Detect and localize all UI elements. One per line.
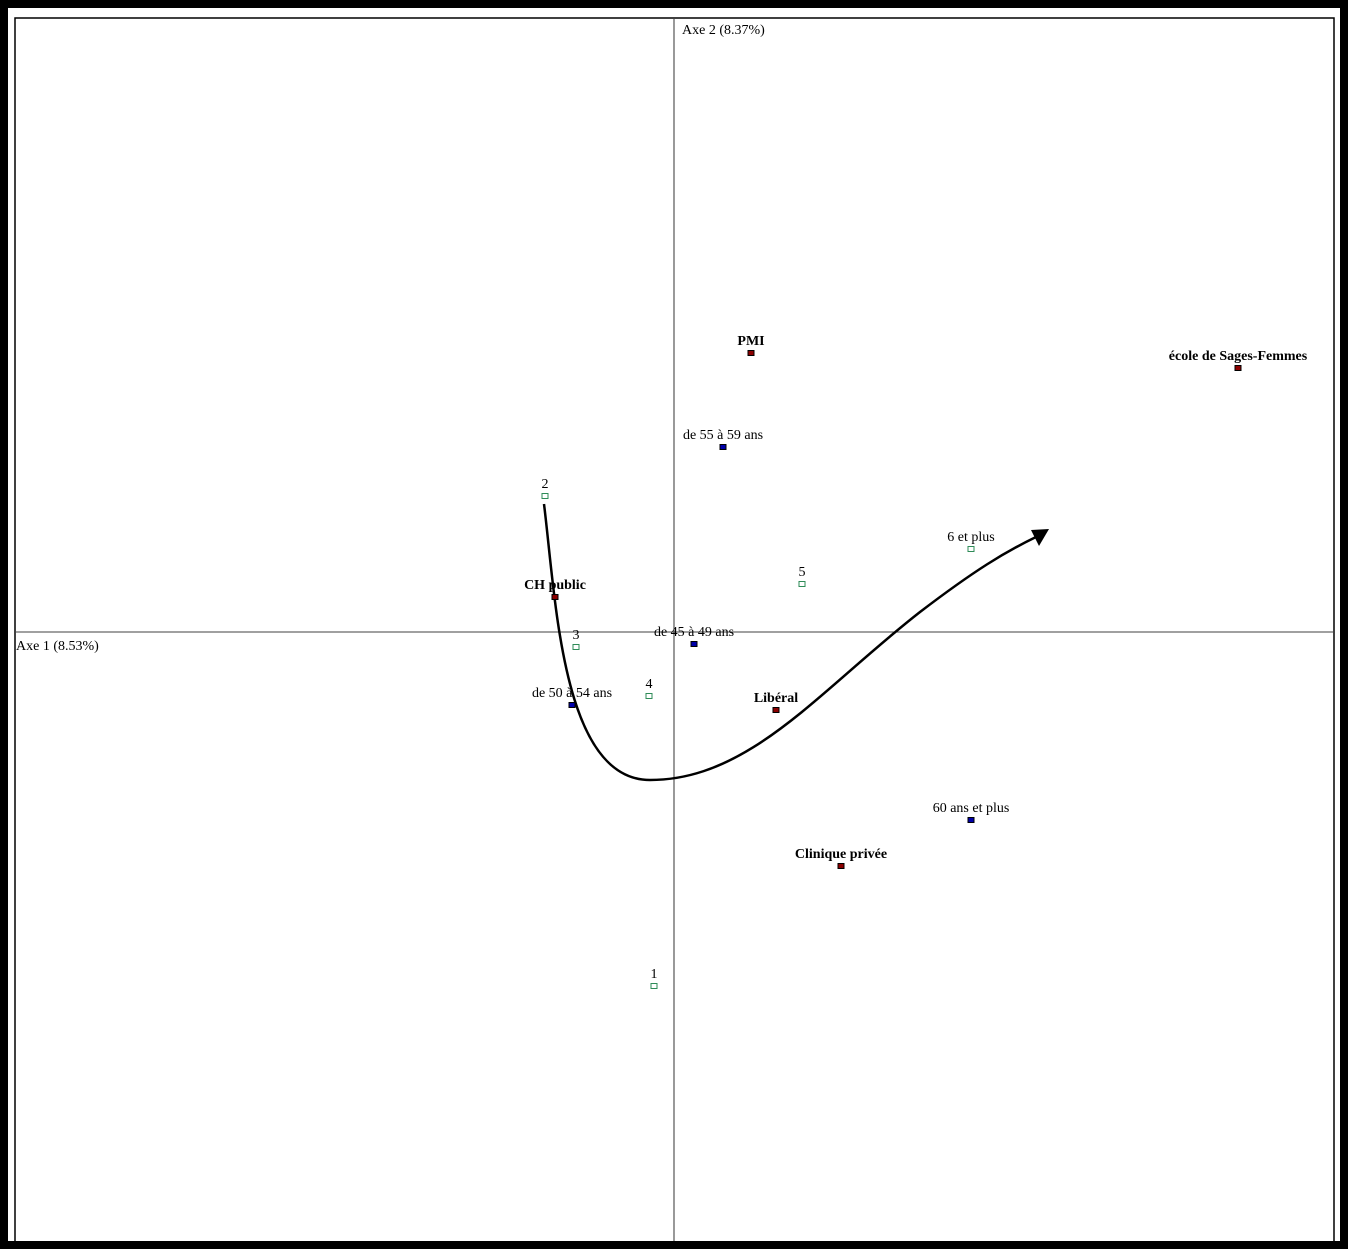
point [719, 444, 727, 450]
point-label: Clinique privée [795, 847, 887, 862]
point-label: PMI [737, 334, 764, 349]
point-label: 6 et plus [947, 530, 994, 545]
point-label: de 50 à 54 ans [532, 686, 612, 701]
point-label: 3 [573, 628, 580, 643]
plot-frame [14, 17, 1335, 1246]
point [967, 817, 975, 823]
trend-arrow [542, 503, 1037, 782]
point-label: Libéral [754, 691, 798, 706]
point [798, 581, 806, 587]
point [747, 350, 755, 356]
y-axis-label: Axe 2 (8.37%) [682, 23, 765, 38]
point [572, 644, 580, 650]
point [645, 693, 653, 699]
points: PMI école de Sages-Femmes CH public Libéral… [524, 334, 1308, 989]
point-label: CH public [524, 578, 586, 593]
point [837, 863, 845, 869]
point [1234, 365, 1242, 371]
point-label: 1 [651, 967, 658, 982]
point-label: école de Sages-Femmes [1169, 349, 1308, 364]
point [772, 707, 780, 713]
point-label: de 55 à 59 ans [683, 428, 763, 443]
point-label: 4 [646, 677, 653, 692]
point-label: de 45 à 49 ans [654, 625, 734, 640]
point [967, 546, 975, 552]
point-label: 2 [542, 477, 549, 492]
point-label: 60 ans et plus [933, 801, 1010, 816]
axes [16, 19, 1333, 1244]
arrow-head [1031, 529, 1049, 546]
point-label: 5 [799, 565, 806, 580]
point [690, 641, 698, 647]
x-axis-label: Axe 1 (8.53%) [16, 639, 99, 654]
point [568, 702, 576, 708]
point [650, 983, 658, 989]
point [541, 493, 549, 499]
point [551, 594, 559, 600]
